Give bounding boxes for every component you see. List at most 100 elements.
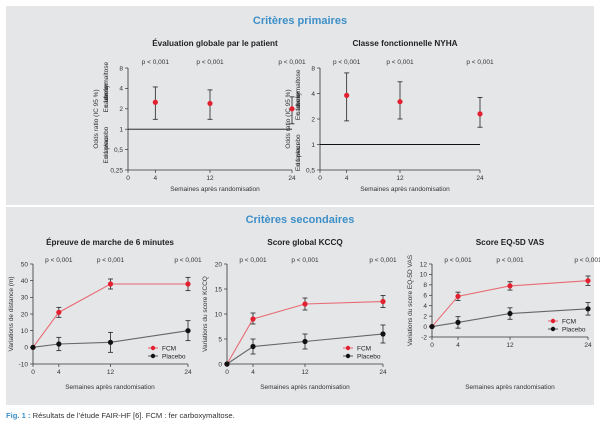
y-tick-label: 30 (21, 295, 29, 302)
p-value-label: p < 0,001 (142, 59, 170, 66)
y-tick-label: 1 (311, 142, 315, 149)
section-title-secondary: Critères secondaires (246, 214, 355, 226)
legend-label: FCM (162, 345, 176, 352)
y-tick-label: 8 (119, 65, 123, 72)
y-tick-label: -10 (19, 361, 29, 368)
data-point-placebo (30, 344, 36, 350)
section-title-primary: Critères primaires (253, 15, 347, 27)
y-tick-label: 0,25 (110, 167, 123, 174)
data-point-placebo (107, 339, 114, 345)
y-tick-label: 2 (423, 313, 427, 320)
x-tick-label: 24 (288, 175, 296, 182)
x-tick-label: 12 (206, 175, 214, 182)
data-point-placebo (585, 306, 591, 312)
chart-patient-global-assessment: Évaluation globale par le patient 0,25 0,… (93, 38, 306, 193)
chart-title: Épreuve de marche de 6 minutes (46, 237, 174, 247)
x-tick-label: 12 (107, 369, 115, 376)
p-value-label: p < 0,001 (574, 257, 600, 264)
x-axis-label: Semaines après randomisation (465, 384, 555, 391)
p-value-label: p < 0,001 (386, 59, 414, 66)
p-value-label: p < 0,001 (45, 257, 73, 264)
p-value-label: p < 0,001 (196, 59, 224, 66)
x-axis-label: Semaines après randomisation (260, 384, 350, 391)
x-tick-label: 12 (301, 369, 309, 376)
data-point-placebo (185, 328, 191, 334)
y-side-label-favours-placebo: En faveurdu placebo (103, 126, 110, 163)
y-axis-label: Variations du score EQ-5D VAS (407, 254, 414, 346)
data-point-placebo (302, 338, 308, 345)
y-tick-label: 0 (218, 361, 222, 368)
y-tick-label: 20 (215, 261, 223, 268)
data-point-placebo (455, 319, 461, 325)
data-point-fcm (107, 281, 114, 287)
data-point-odds-ratio (477, 111, 483, 117)
data-point-odds-ratio (289, 106, 295, 112)
x-tick-label: 4 (456, 342, 460, 349)
chart-title: Score global KCCQ (267, 238, 343, 247)
p-value-label: p < 0,001 (496, 257, 524, 264)
x-tick-label: 24 (476, 175, 484, 182)
data-point-odds-ratio (344, 92, 350, 98)
x-tick-label: 0 (31, 369, 35, 376)
y-axis-label: Variations de distance (m) (8, 276, 15, 351)
chart-title: Évaluation globale par le patient (152, 38, 278, 48)
x-tick-label: 4 (154, 175, 158, 182)
figure-canvas: Critères primaires Critères secondaires … (6, 6, 600, 405)
p-value-label: p < 0,001 (291, 257, 319, 264)
data-point-fcm (185, 281, 191, 287)
data-point-fcm (455, 293, 461, 299)
x-tick-label: 24 (379, 369, 387, 376)
p-value-label: p < 0,001 (97, 257, 125, 264)
x-tick-label: 0 (126, 175, 130, 182)
y-axis-label: Odds ratio (IC 95 %) (93, 89, 100, 148)
y-tick-label: 10 (215, 311, 223, 318)
p-value-label: p < 0,001 (369, 257, 397, 264)
legend-label: FCM (357, 345, 371, 352)
series-line-placebo (226, 333, 384, 365)
series-line-placebo (431, 308, 589, 328)
x-tick-label: 4 (345, 175, 349, 182)
legend-label: Placebo (357, 353, 381, 360)
p-value-label: p < 0,001 (278, 59, 306, 66)
y-axis-label: Variations du score KCCQ (202, 276, 209, 352)
figure-caption: Fig. 1 : Résultats de l’étude FAIR-HF [6… (6, 411, 235, 420)
series-line-placebo (32, 330, 189, 348)
y-tick-label: 10 (420, 272, 428, 279)
legend-marker (150, 353, 156, 359)
y-tick-label: 50 (21, 261, 29, 268)
y-tick-label: 6 (423, 293, 427, 300)
p-value-label: p < 0,001 (333, 59, 361, 66)
y-tick-label: 2 (119, 106, 123, 113)
chart-six-minute-walk: Épreuve de marche de 6 minutes -10010203… (8, 237, 202, 391)
legend-marker (345, 353, 351, 359)
legend-marker (150, 345, 156, 351)
x-tick-label: 4 (57, 369, 61, 376)
y-side-label-favours-placebo: En faveurdu placebo (295, 134, 302, 171)
x-axis-label: Semaines après randomisation (170, 186, 260, 193)
figure-caption-label: Fig. 1 : (6, 411, 31, 420)
p-value-label: p < 0,001 (466, 59, 494, 66)
legend-label: Placebo (162, 353, 186, 360)
y-tick-label: 0,5 (114, 147, 123, 154)
legend-label: Placebo (562, 326, 586, 333)
p-value-label: p < 0,001 (239, 257, 267, 264)
data-point-fcm (56, 309, 62, 315)
y-tick-label: 5 (218, 336, 222, 343)
y-side-label-favours-fcm: En faveurdu fercarboxymaltose (103, 61, 110, 112)
x-tick-label: 0 (430, 342, 434, 349)
y-tick-label: 0 (24, 345, 28, 352)
y-tick-label: 2 (311, 116, 315, 123)
y-tick-label: 0,5 (306, 167, 315, 174)
y-tick-label: 20 (21, 311, 29, 318)
chart-title: Classe fonctionnelle NYHA (352, 39, 457, 48)
data-point-placebo (429, 323, 435, 330)
y-tick-label: 40 (21, 278, 29, 285)
x-tick-label: 24 (584, 342, 592, 349)
y-tick-label: 12 (420, 261, 428, 268)
data-point-placebo (380, 331, 386, 337)
y-tick-label: 10 (21, 328, 29, 335)
y-tick-label: 8 (423, 282, 427, 289)
y-tick-label: -2 (421, 334, 427, 341)
